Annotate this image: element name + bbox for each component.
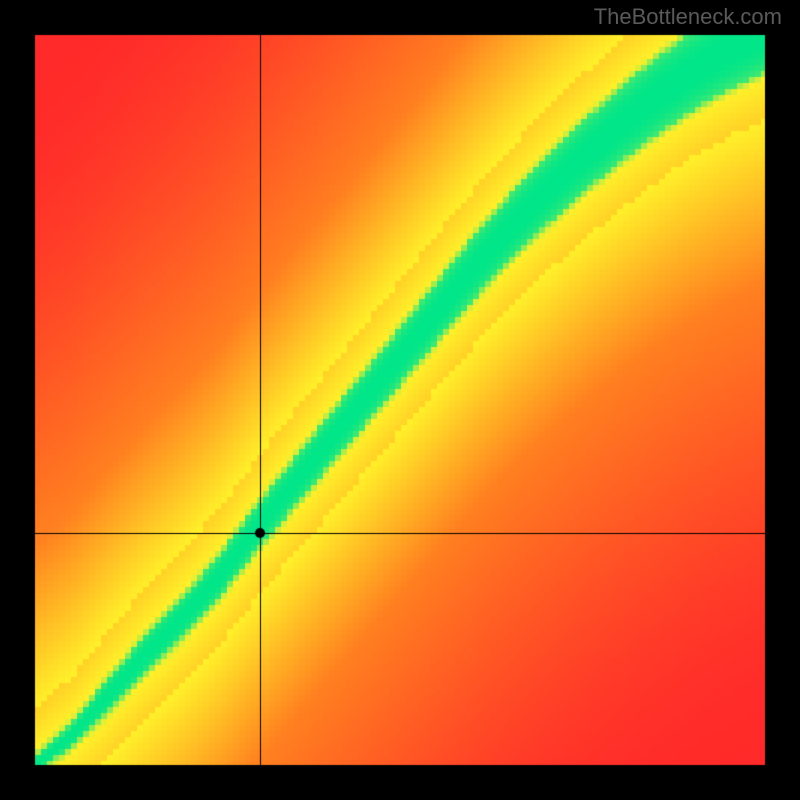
bottleneck-heatmap bbox=[0, 0, 800, 800]
chart-container: TheBottleneck.com bbox=[0, 0, 800, 800]
watermark-text: TheBottleneck.com bbox=[594, 4, 782, 30]
